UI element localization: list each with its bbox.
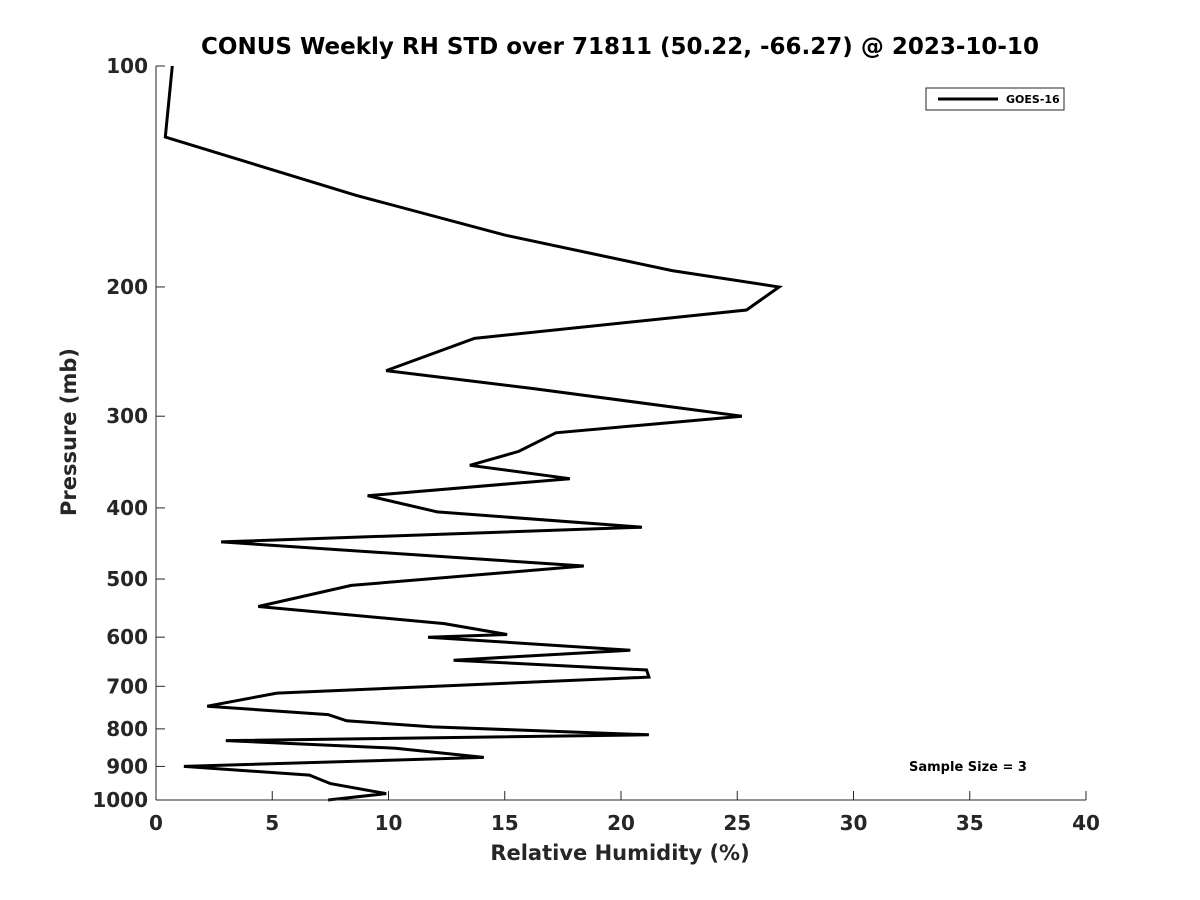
y-tick-label: 600 [106, 625, 148, 649]
y-tick-label: 300 [106, 404, 148, 428]
y-tick-label: 900 [106, 754, 148, 778]
y-tick-label: 200 [106, 275, 148, 299]
y-tick-label: 500 [106, 567, 148, 591]
x-axis: 0 5 10 15 20 25 30 35 40 [149, 791, 1100, 835]
x-tick-label: 5 [265, 811, 279, 835]
x-tick-label: 15 [491, 811, 519, 835]
x-tick-label: 10 [375, 811, 403, 835]
x-tick-label: 0 [149, 811, 163, 835]
y-axis-label: Pressure (mb) [57, 348, 81, 516]
x-tick-label: 35 [956, 811, 984, 835]
series-line-goes-16 [163, 65, 784, 802]
y-tick-label: 800 [106, 717, 148, 741]
y-tick-label: 1000 [92, 788, 148, 812]
chart-title: CONUS Weekly RH STD over 71811 (50.22, -… [201, 34, 1039, 60]
x-tick-label: 25 [723, 811, 751, 835]
plot-area [163, 65, 784, 802]
sample-size-annotation: Sample Size = 3 [909, 760, 1027, 775]
y-axis: 100 200 300 400 500 600 700 800 900 1000 [92, 54, 165, 812]
y-tick-label: 400 [106, 496, 148, 520]
y-tick-label: 700 [106, 674, 148, 698]
x-tick-label: 20 [607, 811, 635, 835]
legend: GOES-16 [925, 87, 1065, 111]
x-tick-label: 30 [840, 811, 868, 835]
x-tick-label: 40 [1072, 811, 1100, 835]
y-tick-label: 100 [106, 54, 148, 78]
x-axis-label: Relative Humidity (%) [490, 841, 749, 865]
legend-label: GOES-16 [1006, 93, 1060, 106]
